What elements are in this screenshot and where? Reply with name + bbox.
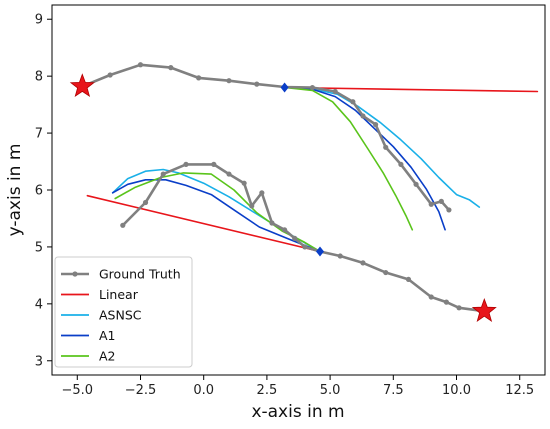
legend-label-linear: Linear <box>99 287 139 302</box>
legend-label-a2: A2 <box>99 349 116 364</box>
ground-truth-point <box>446 207 452 213</box>
ground-truth-point <box>137 62 144 68</box>
ground-truth-point <box>120 222 126 228</box>
ground-truth-point <box>456 305 462 311</box>
ground-truth-point <box>398 161 404 167</box>
x-tick-label: 0.0 <box>193 383 214 398</box>
legend-box <box>54 256 193 368</box>
ground-truth-point <box>332 88 338 95</box>
y-axis-label: y-axis in m <box>5 144 25 237</box>
asnsc-line <box>283 86 481 208</box>
ground-truth-point <box>360 113 366 119</box>
ground-truth-point <box>438 198 444 204</box>
marker-layer <box>69 73 497 322</box>
y-axis-ticks: 3 4 5 6 7 8 9 <box>35 13 52 369</box>
ground-truth-point <box>241 180 247 186</box>
ground-truth-point <box>259 190 265 196</box>
ground-truth-point <box>350 99 356 105</box>
ground-truth-point <box>281 227 288 233</box>
ground-truth-point <box>337 253 343 259</box>
ground-truth-point <box>107 72 113 78</box>
x-tick-label: 12.5 <box>505 383 534 398</box>
y-tick-label: 5 <box>35 240 43 255</box>
a1-line <box>283 86 446 231</box>
ground-truth-line <box>121 163 486 313</box>
ground-truth-point <box>249 203 255 209</box>
ground-truth-point <box>360 260 366 266</box>
x-tick-label: 7.5 <box>383 383 404 398</box>
ground-truth-point <box>226 171 232 177</box>
y-tick-label: 9 <box>35 13 43 28</box>
ground-truth-point <box>196 75 202 81</box>
ground-truth-point <box>413 181 419 187</box>
ground-truth-point <box>183 161 189 167</box>
y-tick-label: 6 <box>35 184 43 199</box>
ground-truth-point <box>405 276 412 282</box>
ground-truth-point <box>309 84 316 91</box>
ground-truth-point <box>443 299 449 305</box>
ground-truth-point <box>226 78 232 84</box>
ground-truth-point <box>269 220 275 226</box>
x-tick-label: 2.5 <box>257 383 278 398</box>
y-tick-label: 7 <box>35 127 43 142</box>
legend: Ground Truth Linear ASNSC A1 A2 <box>54 256 193 368</box>
a1-line <box>111 179 321 253</box>
ground-truth-point <box>383 269 389 276</box>
star-marker <box>69 73 95 98</box>
linear-line <box>86 194 321 253</box>
legend-swatch-marker <box>72 271 78 277</box>
y-tick-label: 3 <box>35 354 43 369</box>
ground-truth-point <box>373 121 379 128</box>
diamond-marker <box>280 82 289 93</box>
a2-line <box>283 86 414 231</box>
x-tick-label: −2.5 <box>125 383 157 398</box>
x-tick-label: 5.0 <box>320 383 341 398</box>
ground-truth-point <box>428 294 434 300</box>
ground-truth-point <box>211 161 217 167</box>
ground-truth-point <box>168 65 174 71</box>
diamond-marker <box>315 246 324 257</box>
ground-truth-point <box>160 171 166 177</box>
legend-label-ground-truth: Ground Truth <box>99 267 181 282</box>
legend-label-asnsc: ASNSC <box>99 308 142 323</box>
series-layer <box>79 62 539 314</box>
y-tick-label: 4 <box>35 297 43 312</box>
ground-truth-point <box>383 144 389 150</box>
ground-truth-point <box>302 244 308 250</box>
x-axis-label: x-axis in m <box>251 402 344 422</box>
ground-truth-point <box>254 81 260 87</box>
y-tick-label: 8 <box>35 70 43 85</box>
x-tick-label: −5.0 <box>61 383 93 398</box>
x-axis-ticks: −5.0 −2.5 0.0 2.5 5.0 7.5 10.0 12.5 <box>61 375 534 398</box>
x-tick-label: 10.0 <box>442 383 471 398</box>
legend-label-a1: A1 <box>99 328 116 343</box>
star-marker <box>471 298 497 322</box>
linear-line <box>283 86 539 93</box>
ground-truth-point <box>428 201 434 207</box>
ground-truth-point <box>292 235 298 241</box>
ground-truth-point <box>142 199 149 206</box>
